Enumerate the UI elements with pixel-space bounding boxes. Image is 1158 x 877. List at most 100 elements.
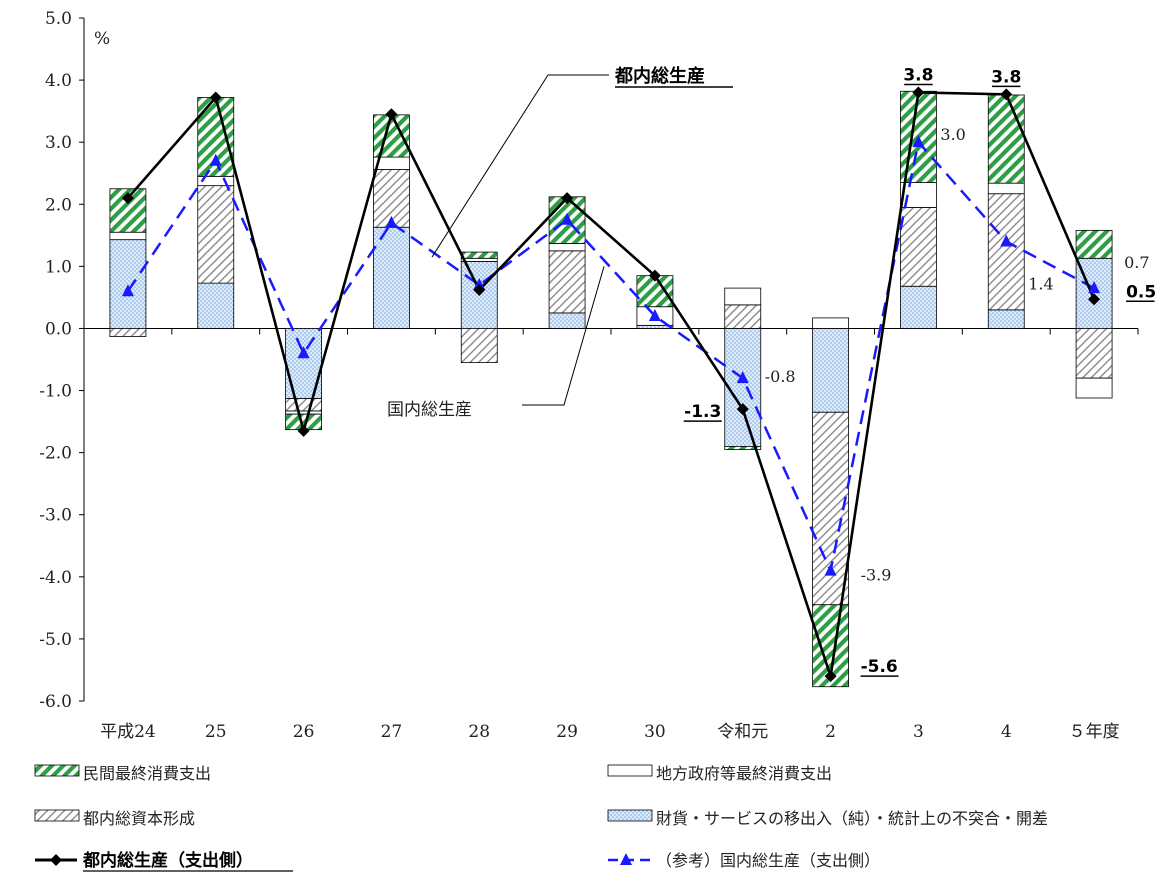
bar-segment-government-consumption <box>724 287 762 306</box>
national-data-label: 0.7 <box>1124 253 1149 272</box>
national-gdp-line <box>126 139 1095 575</box>
national-gdp-point <box>209 153 222 166</box>
y-tick-label: -2.0 <box>39 444 72 464</box>
legend-marker-tokyo <box>50 854 62 866</box>
tokyo-gdp-point <box>121 192 134 205</box>
national-gdp-point <box>297 346 310 359</box>
bar-segment-net-exports <box>109 239 147 329</box>
x-tick-label: 27 <box>381 722 403 742</box>
line-layer <box>121 86 1101 683</box>
x-tick-label: 29 <box>556 722 578 742</box>
tokyo-gdp-point <box>648 269 661 282</box>
bar-segment-net-exports <box>812 328 849 413</box>
bar-segment-net-exports <box>987 309 1025 329</box>
tokyo-gdp-point <box>209 91 222 104</box>
bar-segment-private-consumption <box>373 114 410 158</box>
axis-layer: 5.0 4.0 3.0 2.0 1.0 0.0 -1.0 -2.0 -3.0 -4.0 -5.0 -6… <box>39 9 1139 742</box>
x-tick-label: 26 <box>293 722 315 742</box>
bar-segment-government-consumption <box>987 182 1025 195</box>
tokyo-data-label: -1.3 <box>684 402 721 422</box>
tokyo-gdp-point <box>297 424 310 437</box>
legend-label: 都内総生産（支出側） <box>82 850 253 871</box>
legend-label: 財貨・サービスの移出入（純）・統計上の不突合・開差 <box>656 809 1048 828</box>
national-data-label: 3.0 <box>940 125 965 144</box>
national-data-label: -3.9 <box>861 566 892 585</box>
x-tick-label: 2 <box>825 722 836 742</box>
x-tick-label: ５年度 <box>1069 722 1120 742</box>
y-tick-label: -4.0 <box>39 568 72 588</box>
bar-segment-capital-formation <box>109 328 147 337</box>
tokyo-gdp-point <box>473 283 486 296</box>
tokyo-gdp-point <box>561 192 574 205</box>
bar-segment-government-consumption <box>285 410 322 415</box>
bar-segment-capital-formation <box>460 328 498 364</box>
bar-segment-net-exports <box>197 282 235 329</box>
bar-segment-private-consumption <box>987 94 1025 184</box>
tokyo-gdp-line <box>126 91 1096 677</box>
bar-segment-private-consumption <box>724 446 762 450</box>
x-tick-label: 3 <box>913 722 924 742</box>
bar-segment-private-consumption <box>460 251 498 259</box>
bar-segment-capital-formation <box>987 193 1025 311</box>
bar-segment-government-consumption <box>548 242 586 252</box>
x-tick-label: 25 <box>205 722 227 742</box>
national-gdp-point <box>1000 234 1013 247</box>
bar-segment-capital-formation <box>724 304 762 329</box>
national-gdp-point <box>648 309 661 322</box>
bar-segment-net-exports <box>373 226 410 329</box>
y-tick-label: 1.0 <box>45 257 72 277</box>
national-gdp-point <box>736 371 749 384</box>
bar-layer <box>109 90 1113 688</box>
y-tick-label: 3.0 <box>45 133 72 153</box>
bar-segment-private-consumption <box>1075 229 1113 259</box>
y-tick-label: -6.0 <box>39 692 72 712</box>
national-data-label: 1.4 <box>1028 275 1053 294</box>
tokyo-data-label: -5.6 <box>861 657 898 677</box>
legend-label: （参考）国内総生産（支出側） <box>656 851 880 870</box>
tokyo-gdp-point <box>736 403 749 416</box>
bar-segment-net-exports <box>900 285 937 329</box>
x-tick-label: 令和元 <box>717 722 768 742</box>
tokyo-callout-label: 都内総生産 <box>614 65 705 87</box>
bar-segment-capital-formation <box>548 250 586 314</box>
bar-segment-government-consumption <box>109 231 147 241</box>
tokyo-data-label: 3.8 <box>991 67 1021 87</box>
national-gdp-point <box>385 215 398 228</box>
tokyo-data-label: 0.5 <box>1126 282 1156 302</box>
y-tick-label: 0.0 <box>45 319 72 339</box>
national-callout-label: 国内総生産 <box>387 400 472 420</box>
national-callout-leader <box>522 266 605 406</box>
y-tick-label: 2.0 <box>45 195 72 215</box>
y-tick-label: 4.0 <box>45 71 72 91</box>
x-tick-label: 28 <box>468 722 490 742</box>
bar-segment-capital-formation <box>197 185 235 284</box>
x-tick-label: 4 <box>1001 722 1012 742</box>
bar-segment-government-consumption <box>1075 377 1113 399</box>
national-data-label: -0.8 <box>765 367 796 386</box>
legend-swatch-capital-formation <box>34 809 80 822</box>
y-tick-label: -3.0 <box>39 506 72 526</box>
legend-swatch-government-consumption <box>607 764 653 777</box>
unit-label: % <box>94 29 110 49</box>
bar-segment-capital-formation <box>285 398 322 412</box>
legend-label: 地方政府等最終消費支出 <box>656 764 832 783</box>
legend-swatch-net-exports <box>607 809 653 822</box>
national-gdp-point <box>824 563 837 576</box>
tokyo-callout-leader <box>431 74 609 258</box>
y-tick-label: 5.0 <box>45 9 72 29</box>
bar-segment-net-exports <box>724 328 762 447</box>
legend-label: 民間最終消費支出 <box>83 764 211 783</box>
tokyo-gdp-point <box>824 670 837 683</box>
national-gdp-point <box>561 212 574 225</box>
national-gdp-point <box>1088 281 1101 294</box>
legend-swatch-private-consumption <box>34 764 80 777</box>
legend-label: 都内総資本形成 <box>83 809 195 828</box>
bar-segment-government-consumption <box>460 257 498 262</box>
tokyo-gdp-point <box>1088 293 1101 306</box>
annotation-layer: -1.3 -5.6 3.8 3.8 0.5 -0.8 -3.9 3.0 1.4 0.7 都内総生産国… <box>387 65 1156 677</box>
bar-segment-capital-formation <box>900 206 937 287</box>
bar-segment-government-consumption <box>812 317 849 329</box>
